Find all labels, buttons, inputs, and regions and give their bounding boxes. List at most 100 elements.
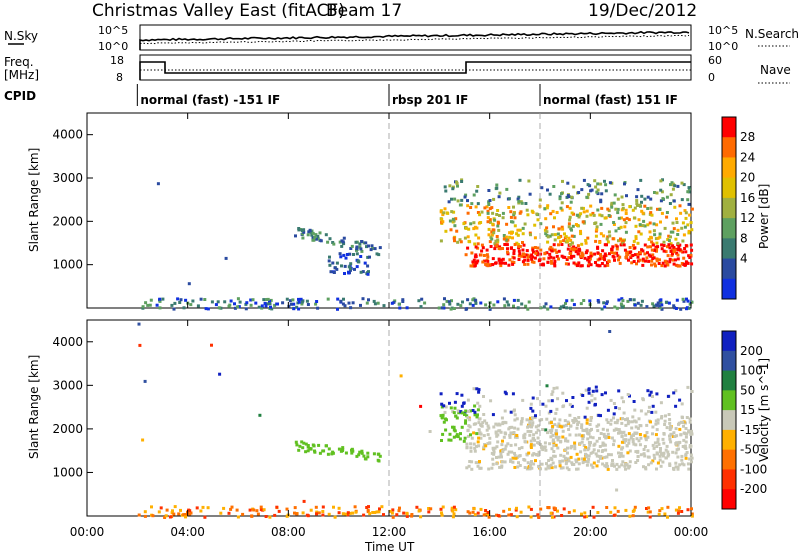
heatmap-cell: [543, 207, 547, 211]
heatmap-cell: [316, 234, 320, 238]
heatmap-cell: [556, 438, 560, 442]
heatmap-cell: [640, 194, 644, 198]
heatmap-cell: [533, 416, 537, 419]
heatmap-cell: [463, 236, 467, 240]
heatmap-cell: [513, 243, 517, 246]
heatmap-cell: [596, 251, 600, 255]
heatmap-cell: [495, 445, 499, 449]
heatmap-cell: [595, 424, 599, 428]
heatmap-cell: [514, 456, 518, 460]
heatmap-cell: [646, 207, 650, 210]
heatmap-cell: [658, 450, 662, 453]
colorbar-swatch: [722, 469, 736, 490]
cpid-segment-label: normal (fast) 151 IF: [543, 93, 678, 107]
heatmap-cell: [539, 467, 542, 471]
heatmap-cell: [564, 457, 568, 461]
ytick-label: 2000: [52, 422, 83, 436]
heatmap-cell: [689, 243, 693, 247]
heatmap-cell: [610, 201, 614, 205]
heatmap-cell: [460, 393, 464, 397]
heatmap-cell: [466, 211, 470, 215]
heatmap-cell: [548, 429, 552, 433]
heatmap-cell: [466, 429, 470, 433]
heatmap-cell: [650, 213, 654, 217]
heatmap-cell: [679, 433, 683, 437]
heatmap-cell: [502, 237, 506, 241]
heatmap-cell: [598, 257, 602, 261]
heatmap-cell: [475, 444, 478, 448]
heatmap-cell: [443, 410, 447, 414]
heatmap-cell: [545, 384, 549, 388]
station-title: Christmas Valley East (fitACF): [92, 1, 345, 21]
heatmap-cell: [482, 513, 486, 517]
heatmap-cell: [456, 302, 460, 306]
heatmap-cell: [676, 253, 680, 257]
heatmap-cell: [622, 243, 626, 247]
heatmap-cell: [618, 455, 622, 459]
heatmap-cell: [170, 303, 174, 307]
heatmap-cell: [585, 515, 589, 519]
heatmap-cell: [581, 254, 585, 258]
heatmap-cell: [441, 213, 445, 217]
heatmap-cell: [553, 216, 556, 220]
heatmap-cell: [571, 419, 575, 422]
heatmap-cell: [539, 444, 543, 448]
heatmap-cell: [598, 445, 602, 448]
heatmap-cell: [514, 443, 518, 447]
heatmap-cell: [503, 447, 507, 451]
heatmap-cell: [235, 508, 239, 512]
heatmap-cell: [521, 241, 524, 244]
heatmap-cell: [530, 423, 534, 427]
heatmap-cell: [677, 509, 681, 513]
heatmap-cell: [529, 439, 533, 443]
heatmap-cell: [241, 512, 245, 516]
heatmap-cell: [328, 263, 332, 267]
heatmap-cell: [555, 254, 559, 258]
heatmap-cell: [380, 505, 384, 509]
heatmap-cell: [236, 297, 240, 301]
heatmap-cell: [653, 191, 656, 194]
heatmap-cell: [636, 301, 640, 305]
heatmap-cell: [680, 454, 684, 458]
heatmap-cell: [470, 251, 474, 255]
heatmap-cell: [199, 509, 203, 513]
heatmap-cell: [491, 228, 495, 232]
heatmap-cell: [668, 462, 672, 466]
heatmap-cell: [229, 299, 233, 303]
heatmap-cell: [468, 409, 472, 413]
heatmap-cell: [574, 223, 578, 226]
heatmap-cell: [227, 511, 231, 515]
heatmap-cell: [520, 302, 524, 306]
heatmap-cell: [363, 261, 367, 265]
heatmap-cell: [572, 463, 576, 466]
heatmap-cell: [573, 417, 577, 420]
heatmap-cell: [273, 513, 277, 517]
ytick-label: 1000: [52, 258, 83, 272]
heatmap-cell: [549, 431, 553, 435]
heatmap-cell: [515, 435, 519, 439]
heatmap-cell: [609, 422, 613, 426]
heatmap-cell: [526, 253, 530, 257]
heatmap-cell: [332, 242, 336, 246]
heatmap-cell: [657, 442, 661, 446]
heatmap-cell: [613, 506, 617, 510]
heatmap-cell: [478, 213, 482, 217]
heatmap-cell: [338, 240, 342, 244]
heatmap-cell: [455, 229, 459, 233]
heatmap-cell: [469, 442, 473, 446]
heatmap-cell: [525, 418, 529, 422]
heatmap-cell: [451, 187, 455, 191]
noise-ytick-left-bottom: 10^0: [98, 40, 128, 53]
heatmap-cell: [489, 245, 493, 248]
heatmap-cell: [172, 307, 176, 311]
heatmap-cell: [415, 505, 419, 509]
heatmap-cell: [578, 433, 581, 437]
heatmap-cell: [475, 415, 479, 419]
heatmap-cell: [502, 435, 506, 439]
heatmap-cell: [686, 190, 690, 194]
heatmap-cell: [564, 235, 568, 239]
heatmap-cell: [615, 488, 619, 492]
heatmap-cell: [580, 434, 584, 438]
heatmap-cell: [473, 298, 477, 302]
heatmap-cell: [464, 226, 468, 230]
